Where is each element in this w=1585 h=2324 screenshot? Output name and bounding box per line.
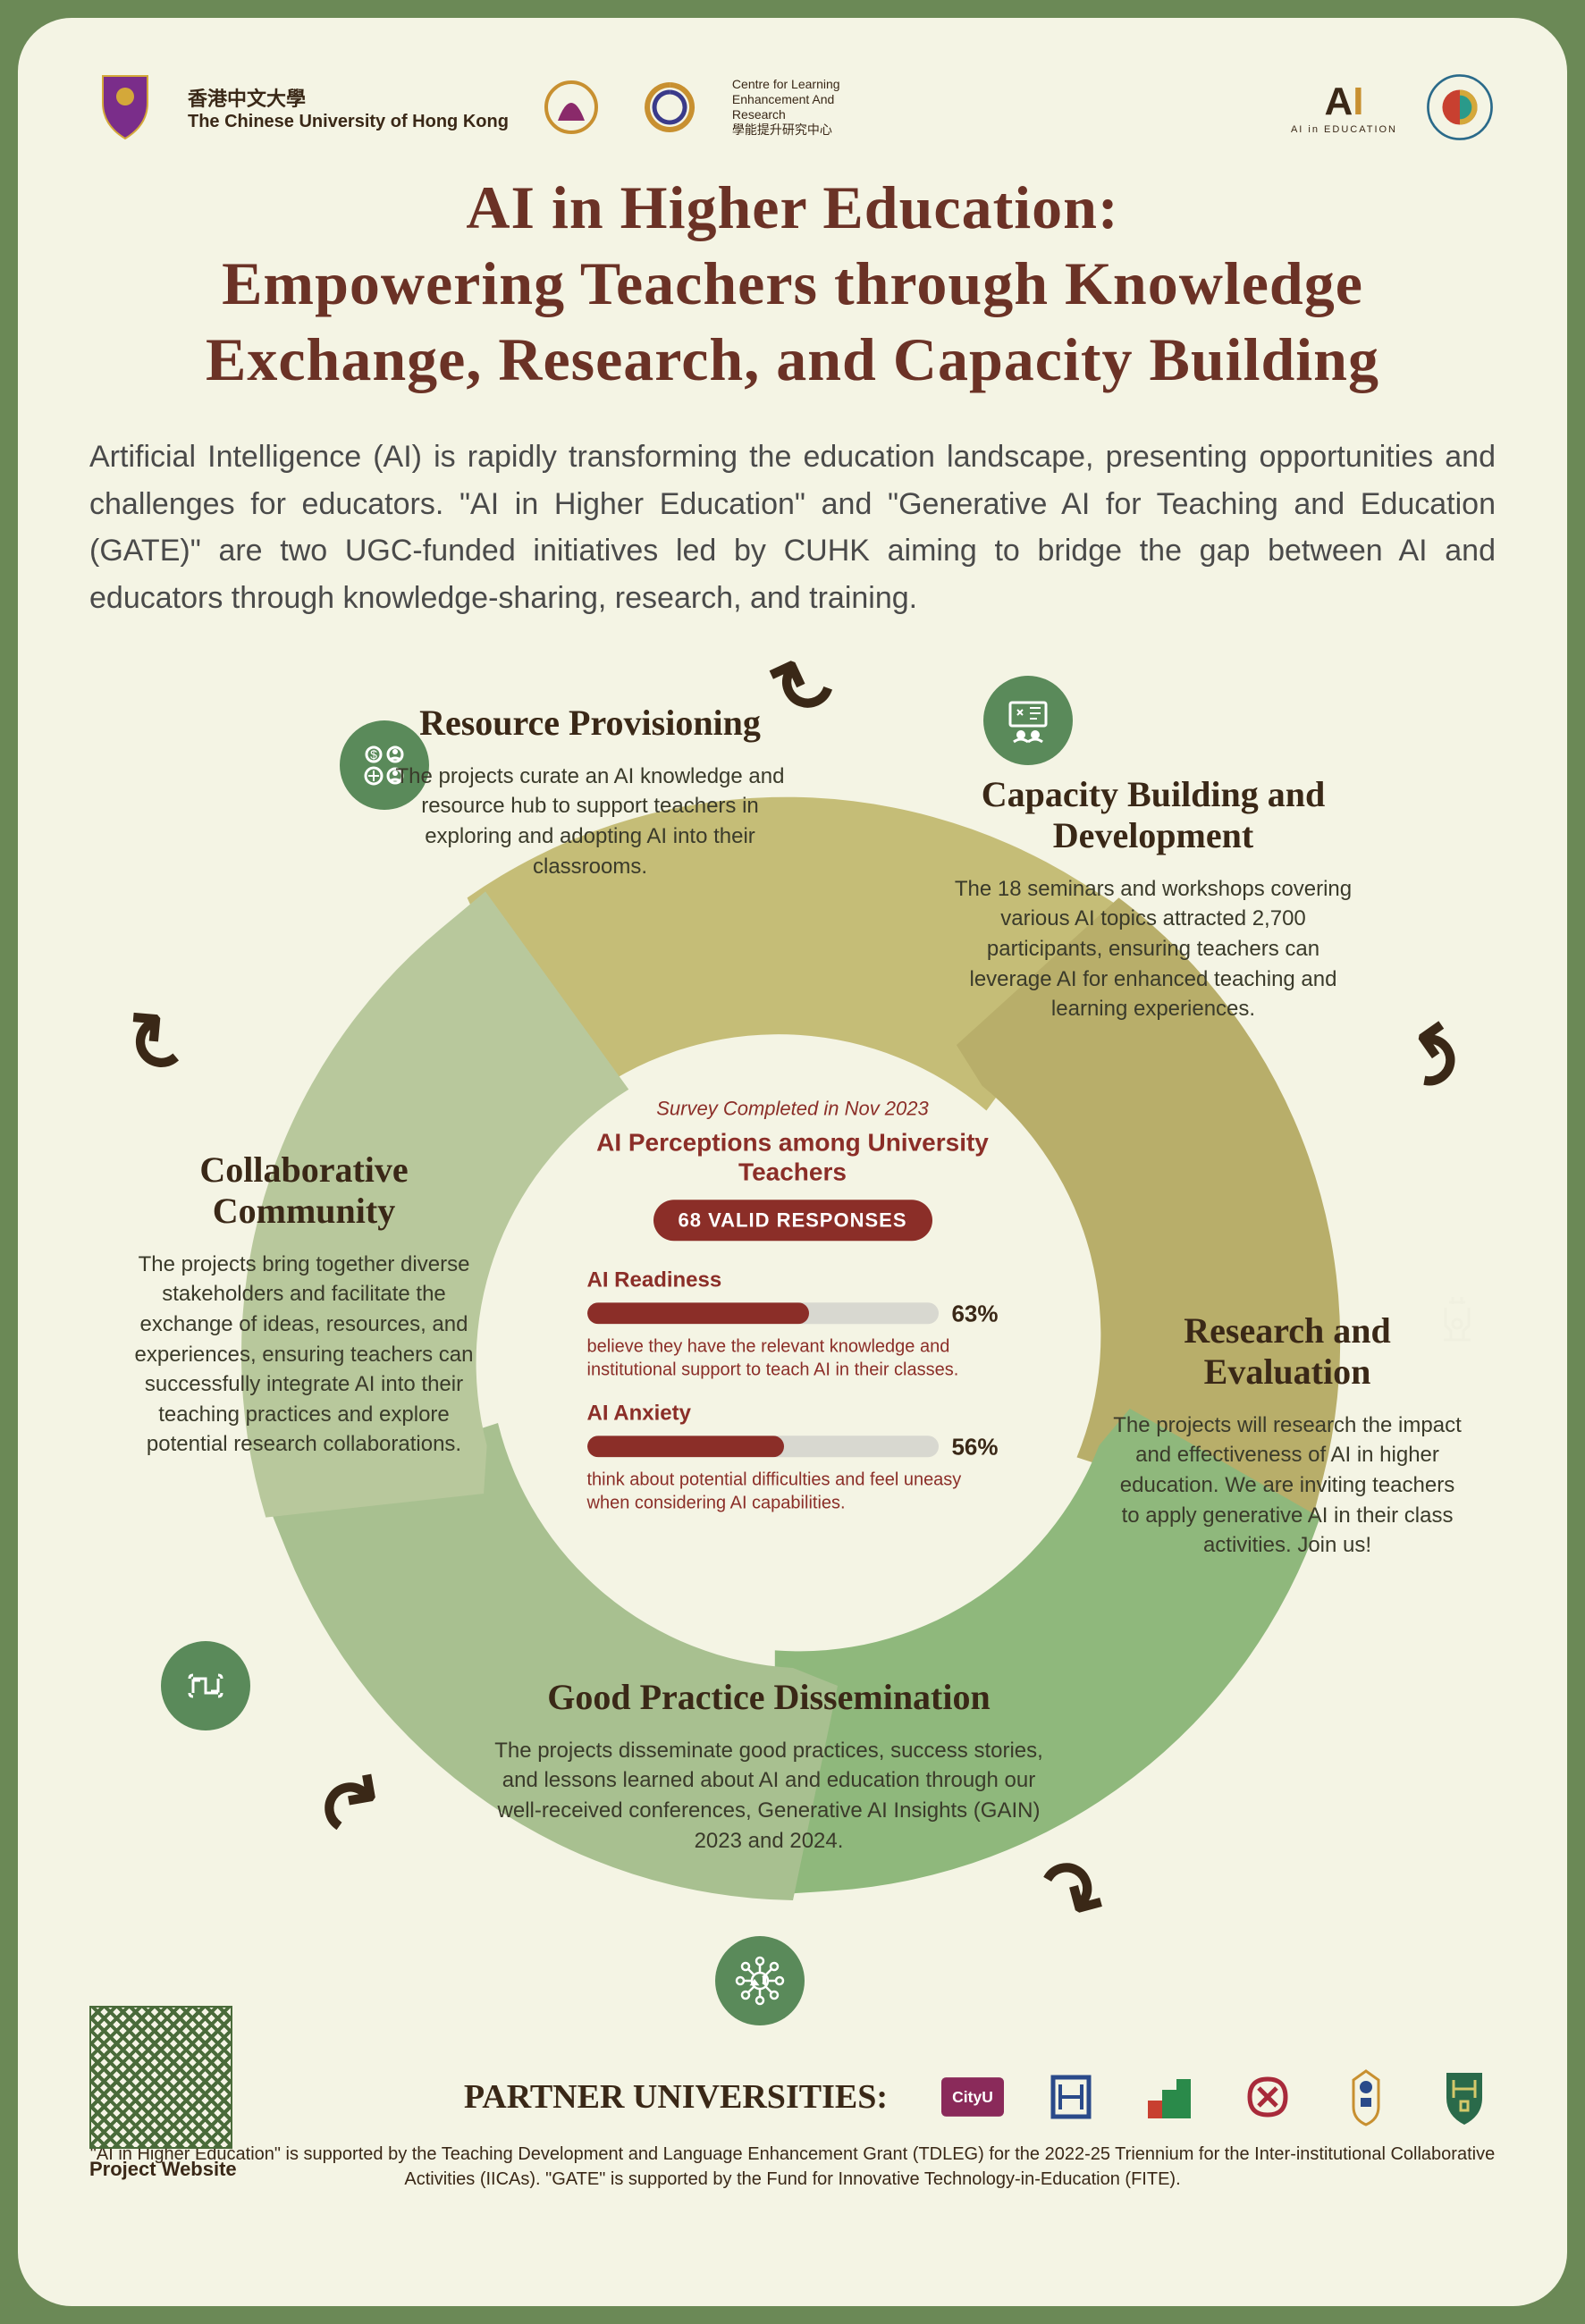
- gate-logo-icon: [1424, 72, 1496, 143]
- segment-resource: Resource Provisioning The projects curat…: [393, 703, 787, 881]
- dissemination-icon: [715, 1936, 805, 2025]
- clear-logo-icon: [634, 72, 705, 143]
- partner-row: PARTNER UNIVERSITIES: CityU: [89, 2070, 1496, 2124]
- capacity-icon: [983, 676, 1073, 765]
- segment-title: Research and Evaluation: [1109, 1310, 1466, 1393]
- segment-community: Collaborative Community The projects bri…: [125, 1149, 483, 1460]
- svg-text:CityU: CityU: [952, 2088, 993, 2106]
- disclaimer: "AI in Higher Education" is supported by…: [89, 2142, 1496, 2192]
- cuhk-name-en: The Chinese University of Hong Kong: [188, 112, 509, 132]
- header-logos-right: AI AI in EDUCATION: [1291, 72, 1496, 143]
- metric-bar: 56%: [587, 1433, 999, 1461]
- bar-track: [587, 1303, 940, 1325]
- qr-block: Project Website: [89, 2006, 250, 2181]
- partner-label: PARTNER UNIVERSITIES:: [464, 2077, 888, 2117]
- header-logos: 香港中文大學 The Chinese University of Hong Ko…: [89, 72, 1496, 143]
- bar-fill: [587, 1436, 785, 1458]
- metric-readiness: AI Readiness 63% believe they have the r…: [587, 1267, 999, 1381]
- clear-name-en: Centre for Learning Enhancement And Rese…: [732, 77, 857, 122]
- metric-desc: believe they have the relevant knowledge…: [587, 1335, 999, 1381]
- cycle-diagram: $ Resource Provisioning The projects cur…: [89, 649, 1496, 2043]
- ai-edu-label: AI in EDUCATION: [1291, 124, 1397, 135]
- cuhk-crest-icon: [89, 72, 161, 143]
- bar-track: [587, 1436, 940, 1458]
- metric-pct: 63%: [951, 1300, 998, 1327]
- segment-title: Good Practice Dissemination: [483, 1677, 1055, 1718]
- partner-hkust-icon: [1335, 2070, 1397, 2124]
- segment-body: The projects bring together diverse stak…: [125, 1250, 483, 1460]
- partner-hku-icon: [1433, 2070, 1496, 2124]
- partner-hkbu-icon: [1040, 2070, 1102, 2124]
- header-logos-left: 香港中文大學 The Chinese University of Hong Ko…: [89, 72, 857, 143]
- segment-body: The projects curate an AI knowledge and …: [393, 762, 787, 881]
- survey-responses-pill: 68 VALID RESPONSES: [653, 1200, 932, 1241]
- segment-research: Research and Evaluation The projects wil…: [1109, 1310, 1466, 1561]
- title-line: AI in Higher Education: Empowering Teach…: [206, 173, 1379, 393]
- clear-name: Centre for Learning Enhancement And Rese…: [732, 77, 857, 137]
- segment-body: The 18 seminars and workshops covering v…: [948, 874, 1359, 1024]
- ai-edu-icon: AI: [1291, 80, 1397, 124]
- survey-panel: Survey Completed in Nov 2023 AI Percepti…: [552, 1061, 1034, 1570]
- anniversary-icon: [535, 72, 607, 143]
- segment-body: The projects disseminate good practices,…: [483, 1736, 1055, 1856]
- clear-name-cn: 學能提升研究中心: [732, 122, 857, 138]
- segment-title: Collaborative Community: [125, 1149, 483, 1232]
- segment-body: The projects will research the impact an…: [1109, 1410, 1466, 1561]
- intro-paragraph: Artificial Intelligence (AI) is rapidly …: [89, 434, 1496, 622]
- metric-bar: 63%: [587, 1300, 999, 1327]
- poster: 香港中文大學 The Chinese University of Hong Ko…: [18, 18, 1567, 2306]
- metric-anxiety: AI Anxiety 56% think about potential dif…: [587, 1401, 999, 1514]
- cuhk-name-cn: 香港中文大學: [188, 83, 509, 112]
- survey-title: AI Perceptions among University Teachers: [569, 1127, 1016, 1187]
- segment-title: Capacity Building and Development: [948, 774, 1359, 856]
- metric-label: AI Anxiety: [587, 1401, 999, 1426]
- partner-cityu-icon: CityU: [941, 2070, 1004, 2124]
- svg-text:$: $: [370, 747, 377, 762]
- metric-pct: 56%: [951, 1433, 998, 1461]
- qr-label: Project Website: [89, 2158, 250, 2181]
- metric-label: AI Readiness: [587, 1267, 999, 1293]
- bar-fill: [587, 1303, 809, 1325]
- survey-date: Survey Completed in Nov 2023: [569, 1097, 1016, 1120]
- segment-dissemination: Good Practice Dissemination The projects…: [483, 1677, 1055, 1856]
- qr-code-icon[interactable]: [89, 2006, 232, 2149]
- partner-eduhk-icon: [1138, 2070, 1201, 2124]
- poster-title: AI in Higher Education: Empowering Teach…: [89, 170, 1496, 398]
- community-icon: [161, 1641, 250, 1730]
- segment-title: Resource Provisioning: [393, 703, 787, 744]
- footer: PARTNER UNIVERSITIES: CityU "AI in Highe…: [89, 2070, 1496, 2192]
- metric-desc: think about potential difficulties and f…: [587, 1468, 999, 1514]
- partner-polyu-icon: [1236, 2070, 1299, 2124]
- ai-edu-logo: AI AI in EDUCATION: [1291, 80, 1397, 135]
- cuhk-name: 香港中文大學 The Chinese University of Hong Ko…: [188, 83, 509, 132]
- segment-capacity: Capacity Building and Development The 18…: [948, 774, 1359, 1024]
